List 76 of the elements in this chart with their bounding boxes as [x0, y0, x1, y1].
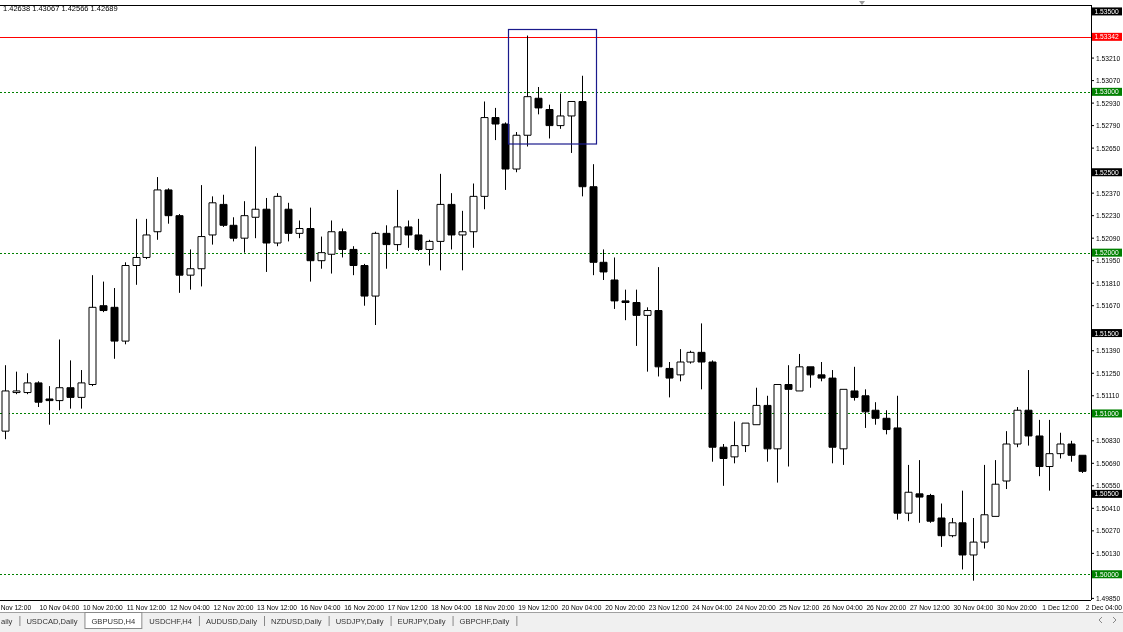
candlestick: [349, 245, 358, 276]
candlestick: [545, 104, 554, 139]
candlestick: [1056, 432, 1065, 459]
candlestick: [730, 421, 739, 464]
candlestick: [1002, 430, 1011, 490]
candlestick: [817, 361, 826, 382]
candlestick: [534, 86, 543, 115]
candlestick: [251, 146, 260, 239]
candlestick: [1067, 440, 1076, 463]
candlestick: [77, 369, 86, 410]
candlestick: [828, 369, 837, 464]
candlestick: [741, 422, 750, 453]
candlestick: [393, 189, 402, 252]
candlestick: [436, 173, 445, 271]
candlestick: [447, 192, 456, 250]
candlestick: [578, 75, 587, 197]
candlestick: [665, 361, 674, 398]
candlestick: [621, 289, 630, 321]
candlestick: [697, 322, 706, 390]
candlestick: [512, 131, 521, 173]
candlestick: [360, 263, 369, 307]
candlestick: [567, 100, 576, 154]
candlestick: [926, 493, 935, 524]
candlestick: [969, 517, 978, 582]
candlestick: [66, 359, 75, 410]
candlestick: [153, 176, 162, 241]
candlestick: [186, 248, 195, 291]
candlestick: [784, 364, 793, 468]
candlestick: [164, 187, 173, 225]
candlestick: [523, 35, 532, 148]
candlestick: [719, 443, 728, 487]
candlestick: [915, 459, 924, 524]
candlestick: [556, 92, 565, 130]
candlestick: [208, 195, 217, 246]
candlestick: [708, 359, 717, 463]
candlestick: [980, 464, 989, 550]
candlestick: [469, 183, 478, 249]
candlestick: [850, 366, 859, 402]
candlestick: [284, 202, 293, 242]
candlestick: [1024, 369, 1033, 447]
candlestick: [88, 274, 97, 387]
candlestick: [262, 197, 271, 273]
candlestick: [23, 372, 32, 395]
candlestick: [643, 306, 652, 373]
candlestick: [110, 287, 119, 360]
candlestick: [382, 224, 391, 270]
candlestick: [654, 266, 663, 377]
candlestick: [34, 380, 43, 408]
candlestick: [197, 184, 206, 287]
candlestick: [904, 464, 913, 522]
candlestick: [295, 219, 304, 239]
candlestick: [425, 239, 434, 267]
candlestick: [1013, 406, 1022, 448]
candlestick: [632, 289, 641, 347]
candlestick: [752, 387, 761, 426]
candlestick: [991, 459, 1000, 517]
candlestick: [610, 256, 619, 310]
candlestick: [937, 503, 946, 548]
candlestick: [338, 228, 347, 258]
candlestick: [371, 231, 380, 326]
candlestick: [1078, 454, 1087, 474]
candlestick: [273, 192, 282, 247]
candlestick: [806, 366, 815, 389]
candlestick: [240, 200, 249, 254]
candlestick: [893, 395, 902, 521]
candlestick: [839, 388, 848, 466]
candlestick: [458, 210, 467, 271]
candlestick: [306, 207, 315, 283]
candlestick: [1, 364, 10, 440]
candlestick: [99, 281, 108, 313]
candlestick: [795, 353, 804, 392]
candlestick: [121, 261, 130, 345]
candlestick: [12, 371, 21, 395]
candlestick: [175, 213, 184, 294]
candlestick: [882, 409, 891, 435]
candlestick: [480, 100, 489, 210]
